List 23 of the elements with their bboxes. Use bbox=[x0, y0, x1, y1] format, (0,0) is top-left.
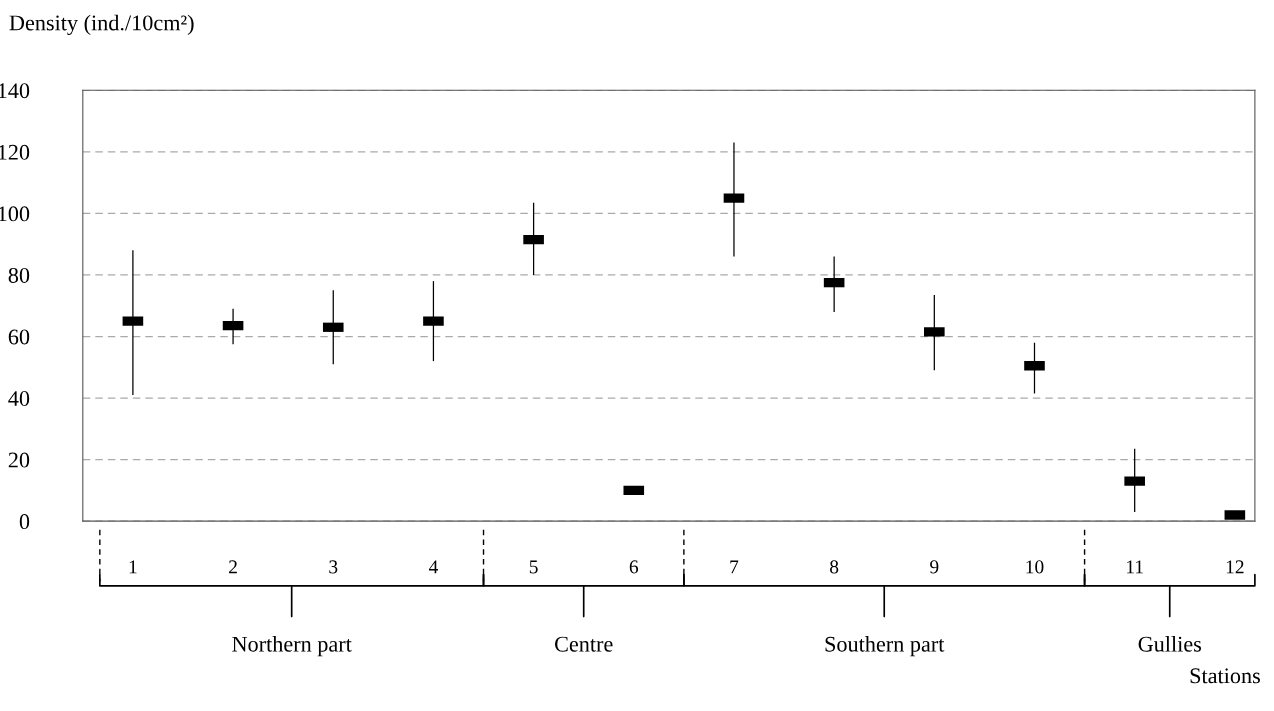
y-tick-label: 40 bbox=[8, 390, 30, 406]
x-tick-label: 6 bbox=[629, 560, 639, 574]
text: Northern part bbox=[232, 636, 352, 657]
y-tick-label: 0 bbox=[19, 514, 30, 530]
y-tick-label: 20 bbox=[8, 452, 30, 468]
text: Southern part bbox=[825, 636, 945, 657]
x-axis-title: Stations bbox=[1190, 668, 1260, 684]
x-tick-label: 3 bbox=[329, 560, 338, 574]
y-tick-label: 80 bbox=[8, 267, 30, 283]
x-tick-label: 11 bbox=[1127, 560, 1143, 574]
y-axis-title: Density (ind./10cm²) bbox=[9, 14, 194, 35]
x-tick-label: 5 bbox=[529, 560, 538, 574]
x-tick-label: 4 bbox=[428, 560, 438, 574]
text: Centre bbox=[554, 636, 613, 652]
y-tick-label: 60 bbox=[8, 329, 30, 345]
x-tick-label: 10 bbox=[1026, 560, 1044, 574]
x-tick-label: 8 bbox=[830, 560, 839, 574]
x-tick-label: 1 bbox=[129, 560, 137, 574]
x-tick-label: 2 bbox=[229, 560, 237, 574]
text: Gullies bbox=[1138, 636, 1202, 652]
x-tick-label: 7 bbox=[730, 560, 739, 574]
x-tick-label: 9 bbox=[930, 560, 939, 574]
x-tick-label: 12 bbox=[1226, 560, 1244, 574]
